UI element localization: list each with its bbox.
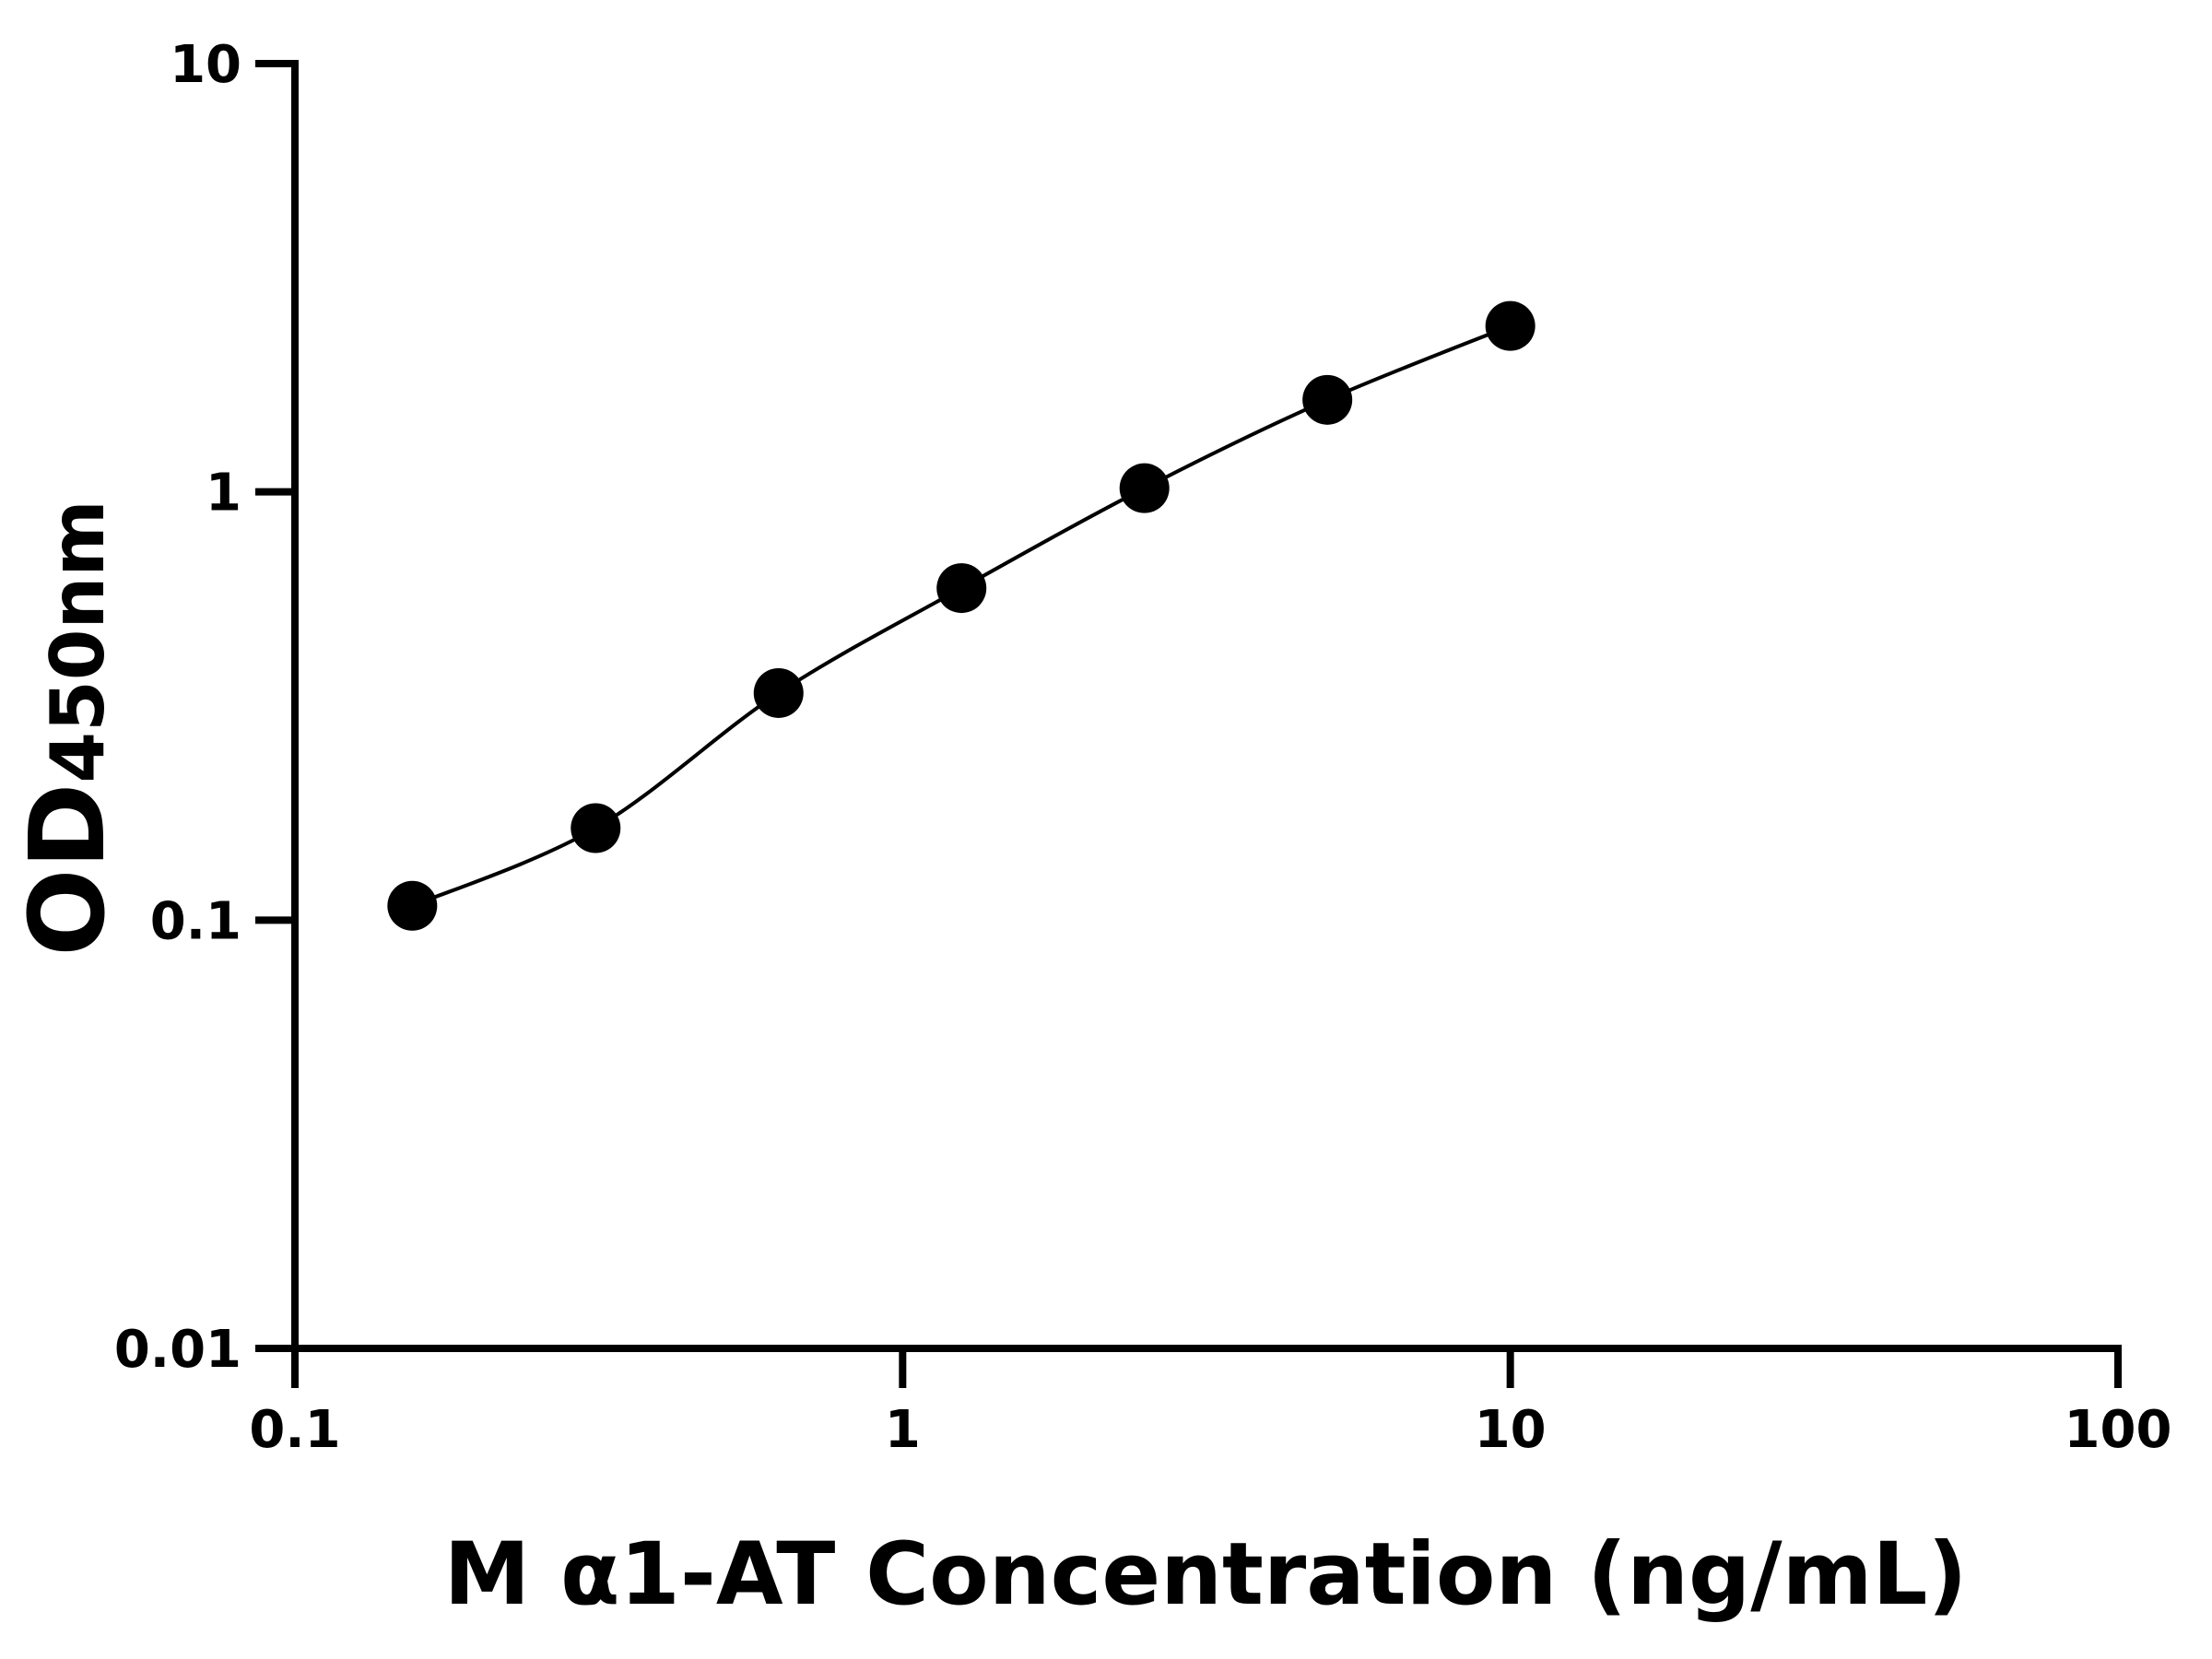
data-point <box>936 563 987 614</box>
y-axis-title: OD450nm <box>8 500 128 957</box>
y-tick-label: 0.01 <box>114 1320 241 1380</box>
y-tick-label: 0.1 <box>150 891 241 951</box>
y-axis-title-main: OD <box>8 783 128 957</box>
data-point <box>1119 463 1170 513</box>
data-point <box>387 880 438 931</box>
data-point <box>753 667 804 718</box>
y-tick-label: 1 <box>206 464 241 524</box>
data-point <box>571 803 621 853</box>
x-axis-title: M α1-AT Concentration (ng/mL) <box>444 1524 1968 1625</box>
data-point <box>1485 300 1535 351</box>
data-point <box>1302 374 1353 425</box>
y-axis-title-sub: 450nm <box>35 500 121 782</box>
x-tick-label: 10 <box>1475 1400 1547 1460</box>
x-tick-label: 1 <box>885 1400 921 1460</box>
y-tick-label: 10 <box>170 35 241 95</box>
x-tick-label: 100 <box>2065 1400 2172 1460</box>
x-tick-label: 0.1 <box>249 1400 340 1460</box>
